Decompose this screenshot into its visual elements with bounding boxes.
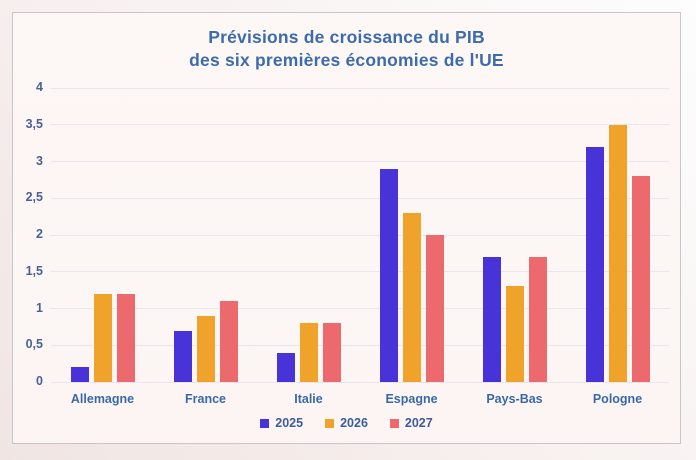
legend-item-2026: 2026 xyxy=(325,416,368,430)
bar-2025-italie xyxy=(276,352,295,382)
bar-2026-pays-bas xyxy=(505,286,524,382)
legend-label: 2025 xyxy=(275,416,304,430)
bar-2026-italie xyxy=(299,323,318,382)
legend-swatch-2025 xyxy=(260,418,270,428)
y-tick-label: 1 xyxy=(36,300,43,315)
x-category-label: France xyxy=(185,392,226,406)
bar-group xyxy=(257,88,360,382)
legend-item-2025: 2025 xyxy=(260,416,303,430)
bar-2025-espagne xyxy=(379,168,398,382)
gridline xyxy=(51,381,669,383)
x-category-label: Pologne xyxy=(592,392,643,406)
bar-group xyxy=(154,88,257,382)
bar-2027-france xyxy=(219,301,238,382)
chart-title-line-1: Prévisions de croissance du PIB xyxy=(208,27,485,47)
gridline xyxy=(51,234,669,236)
gridline xyxy=(51,161,669,162)
bar-2026-allemagne xyxy=(93,293,112,382)
x-category-label: Espagne xyxy=(385,392,438,406)
bar-2025-pays-bas xyxy=(482,257,501,382)
legend-swatch-2026 xyxy=(325,418,335,428)
gridline xyxy=(51,87,669,89)
legend-item-2027: 2027 xyxy=(389,416,433,430)
y-tick-label: 4 xyxy=(36,80,43,94)
plot-area: 0 0,5 1 1,5 2 2,5 3 3,5 4 Allemagne France Italie Es… xyxy=(26,80,669,406)
bar-2027-allemagne xyxy=(116,293,135,382)
bar-group xyxy=(360,88,463,382)
chart-title-line-2: des six premières économies de l'UE xyxy=(189,50,504,70)
bar-2027-pologne xyxy=(631,176,650,382)
bar-2027-italie xyxy=(322,323,341,382)
bar-2025-pologne xyxy=(585,146,604,382)
gridline xyxy=(51,124,669,126)
gridline xyxy=(51,344,669,346)
y-tick-label: 1,5 xyxy=(25,263,43,278)
legend-label: 2026 xyxy=(340,416,368,430)
x-category-label: Allemagne xyxy=(70,392,135,406)
gridline xyxy=(51,197,669,199)
legend-label: 2027 xyxy=(404,416,433,430)
bar-2026-france xyxy=(196,315,215,382)
bar-2026-pologne xyxy=(608,124,627,382)
y-tick-label: 2 xyxy=(36,227,43,241)
bar-2027-pays-bas xyxy=(528,257,547,382)
legend: 2025 2026 2027 xyxy=(13,416,680,430)
bar-group xyxy=(51,88,154,382)
bar-2025-allemagne xyxy=(70,367,89,382)
bar-2027-espagne xyxy=(425,235,444,382)
x-category-label: Italie xyxy=(294,392,323,406)
y-tick-label: 3 xyxy=(36,153,43,168)
y-tick-label: 0 xyxy=(36,374,43,388)
bar-group xyxy=(463,88,566,382)
bar-2026-espagne xyxy=(402,212,421,382)
gridline xyxy=(51,271,669,273)
bar-2025-france xyxy=(173,330,192,382)
legend-swatch-2027 xyxy=(389,418,399,428)
y-tick-label: 2,5 xyxy=(25,190,43,205)
y-tick-label: 3,5 xyxy=(25,116,43,131)
x-category-label: Pays-Bas xyxy=(486,392,543,406)
chart-card: Prévisions de croissance du PIB des six … xyxy=(12,12,681,444)
gridline xyxy=(51,308,669,309)
chart-title: Prévisions de croissance du PIB des six … xyxy=(13,26,680,72)
y-tick-label: 0,5 xyxy=(25,337,43,352)
bar-group xyxy=(566,88,669,382)
